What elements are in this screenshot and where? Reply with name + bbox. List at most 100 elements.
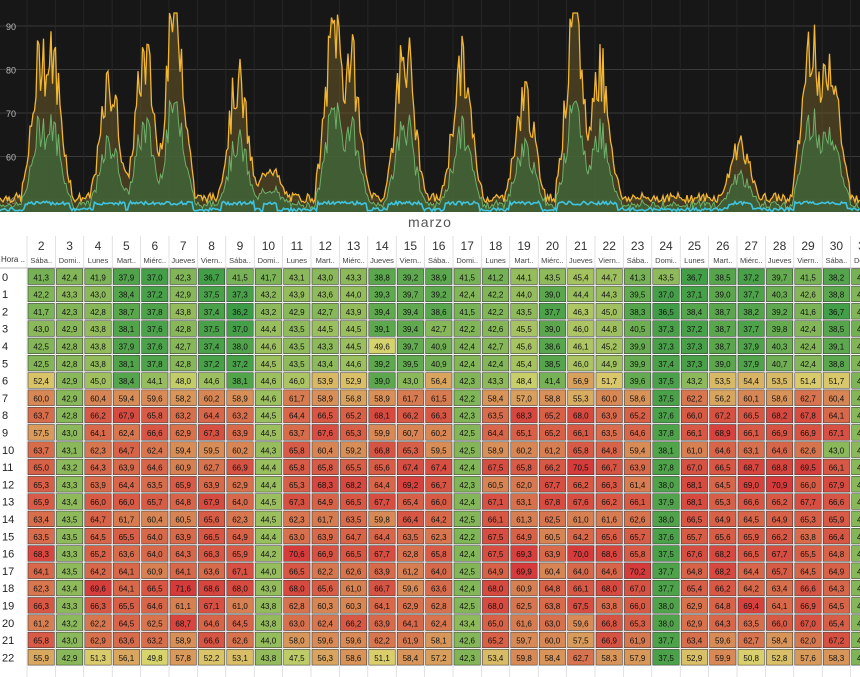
heatmap-cell-label: 63,6 xyxy=(204,567,220,576)
heatmap-cell-label: 66,2 xyxy=(346,619,362,628)
heatmap-cell xyxy=(567,458,595,476)
heatmap-cell xyxy=(254,597,282,614)
row-hour-label: 1 xyxy=(2,289,8,301)
heatmap-cell xyxy=(794,597,822,614)
heatmap-cell-label: 66,1 xyxy=(743,429,759,438)
heatmap-cell xyxy=(311,406,339,424)
heatmap-cell xyxy=(737,597,765,614)
heatmap-cell xyxy=(340,562,368,579)
heatmap-cell xyxy=(425,406,453,424)
heatmap-cell xyxy=(737,631,765,649)
heatmap-cell xyxy=(794,579,822,597)
heatmap-cell xyxy=(624,631,652,649)
heatmap-cell xyxy=(27,528,55,545)
heatmap-cell-label: 61,0 xyxy=(232,602,248,611)
y-tick-label: 50 xyxy=(6,196,16,206)
heatmap-cell-label: 64,4 xyxy=(374,481,390,490)
heatmap-cell-label: 64,1 xyxy=(829,412,845,421)
heatmap-cell-label: 66,5 xyxy=(743,412,759,421)
heatmap-cell-label: 66,5 xyxy=(289,567,305,576)
heatmap-cell xyxy=(510,597,538,614)
heatmap-cell xyxy=(453,268,481,285)
column-weekday-label: Mart.. xyxy=(514,256,533,265)
heatmap-cell xyxy=(737,510,765,527)
row-hour-label: 11 xyxy=(2,462,13,474)
heatmap-cell-label: 63,6 xyxy=(119,637,135,646)
heatmap-cell-label: 39,5 xyxy=(403,360,419,369)
heatmap-cell xyxy=(453,614,481,631)
heatmap-cell-label: 58,8 xyxy=(545,394,561,403)
heatmap-cell-label: 42,3 xyxy=(459,481,475,490)
heatmap-cell-label: 67,1 xyxy=(204,602,220,611)
heatmap-cell-label: 62,9 xyxy=(232,481,248,490)
heatmap-cell xyxy=(595,389,623,406)
heatmap-cell-label: 42,4 xyxy=(800,343,816,352)
heatmap-cell xyxy=(425,355,453,372)
heatmap-cell-label: 63,0 xyxy=(289,619,305,628)
heatmap-cell xyxy=(27,285,55,303)
heatmap-cell-label: 38,0 xyxy=(658,619,674,628)
heatmap-cell xyxy=(709,631,737,649)
row-hour-label: 6 xyxy=(2,376,8,388)
heatmap-cell xyxy=(84,268,112,285)
heatmap-cell-label: 67,7 xyxy=(374,550,390,559)
heatmap-cell xyxy=(368,337,396,354)
column-weekday-label: Domi.. xyxy=(59,256,81,265)
heatmap-cell xyxy=(624,579,652,597)
heatmap-cell-label: 58,4 xyxy=(545,654,561,663)
heatmap-cell xyxy=(766,303,794,320)
heatmap-cell-label: 53,9 xyxy=(317,377,333,386)
heatmap-cell-label: 58,2 xyxy=(175,394,191,403)
heatmap-cell xyxy=(198,372,226,389)
heatmap-cell-label: 68,2 xyxy=(715,550,731,559)
heatmap-cell xyxy=(624,320,652,337)
heatmap-cell-label: 42,4 xyxy=(459,464,475,473)
heatmap-cell xyxy=(822,631,850,649)
column-weekday-label: Miérc.. xyxy=(144,256,167,265)
heatmap-cell xyxy=(368,528,396,545)
heatmap-cell xyxy=(84,303,112,320)
heatmap-cell-label: 42,5 xyxy=(459,602,475,611)
heatmap-cell xyxy=(822,493,850,510)
heatmap-cell xyxy=(112,268,140,285)
heatmap-cell-label: 61,0 xyxy=(346,585,362,594)
heatmap-cell-label: 58,9 xyxy=(232,394,248,403)
heatmap-cell-label: 66,2 xyxy=(772,533,788,542)
heatmap-cell-label: 39,1 xyxy=(374,325,390,334)
heatmap-cell-label: 65,6 xyxy=(317,585,333,594)
heatmap-cell xyxy=(425,597,453,614)
heatmap-cell-label: 43,8 xyxy=(261,654,277,663)
heatmap-cell xyxy=(453,355,481,372)
heatmap-cell xyxy=(680,268,708,285)
heatmap-cell xyxy=(198,337,226,354)
heatmap-cell xyxy=(794,510,822,527)
heatmap-cell-label: 63,5 xyxy=(33,533,49,542)
heatmap-cell-label: 58,3 xyxy=(601,654,617,663)
heatmap-cell-label: 67,5 xyxy=(488,464,504,473)
heatmap-cell-label: 62,9 xyxy=(687,619,703,628)
heatmap-cell xyxy=(510,545,538,562)
heatmap-cell-label: 37,9 xyxy=(743,360,759,369)
heatmap-cell-label: 42,3 xyxy=(857,637,860,646)
heatmap-cell-label: 60,4 xyxy=(317,446,333,455)
heatmap-cell xyxy=(112,458,140,476)
heatmap-cell-label: 62,2 xyxy=(90,619,106,628)
heatmap-cell xyxy=(368,614,396,631)
heatmap-cell-label: 42,8 xyxy=(857,516,860,525)
column-day-label: 26 xyxy=(716,239,730,253)
heatmap-cell-label: 63,7 xyxy=(289,429,305,438)
heatmap-cell xyxy=(340,372,368,389)
heatmap-cell-label: 43,5 xyxy=(62,567,78,576)
heatmap-cell-label: 66,1 xyxy=(687,429,703,438)
heatmap-cell xyxy=(84,649,112,666)
heatmap-cell-label: 68,1 xyxy=(374,412,390,421)
heatmap-cell xyxy=(737,579,765,597)
heatmap-cell xyxy=(425,458,453,476)
heatmap-cell xyxy=(737,424,765,441)
heatmap-cell xyxy=(482,562,510,579)
row-hour-label: 4 xyxy=(2,341,8,353)
heatmap-cell-label: 38,1 xyxy=(658,446,674,455)
heatmap-cell xyxy=(254,337,282,354)
heatmap-cell-label: 69,9 xyxy=(516,567,532,576)
heatmap-cell xyxy=(624,389,652,406)
